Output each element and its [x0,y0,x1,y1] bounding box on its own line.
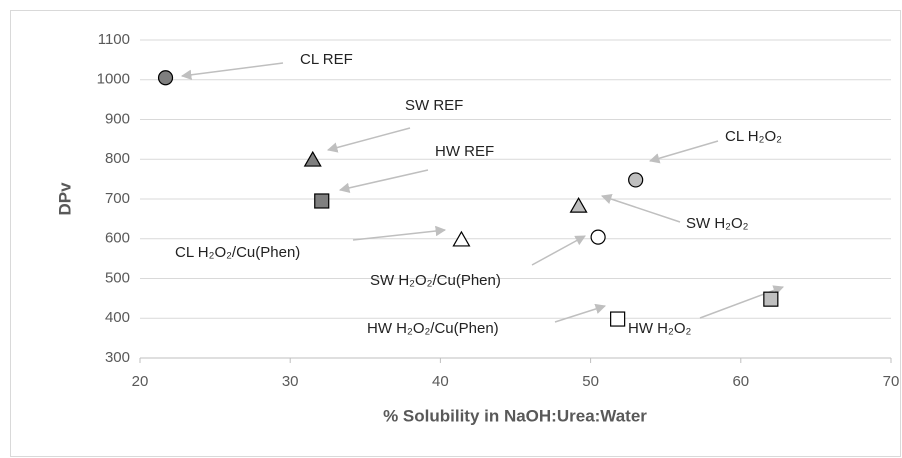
annotation: HW H₂O₂/Cu(Phen) [367,320,499,337]
x-tick-label: 30 [282,373,299,390]
y-tick-label: 700 [105,190,130,207]
y-tick-label: 900 [105,110,130,127]
annotation: SW H₂O₂ [686,215,749,232]
x-tick-label: 50 [582,373,599,390]
point [628,172,644,188]
annotation-arrow [531,235,586,266]
point [314,193,330,209]
annotation-arrow [554,303,607,323]
y-tick-label: 1100 [98,31,130,48]
annotation: HW H₂O₂ [628,320,691,337]
annotation: SW REF [405,97,463,114]
annotation-arrow [648,140,719,164]
y-tick-label: 600 [105,230,130,247]
point [763,291,779,307]
point [610,311,626,327]
x-tick-label: 20 [132,373,149,390]
annotation-arrow [180,62,284,81]
chart-border [10,10,901,457]
y-tick-label: 1000 [97,71,130,88]
annotation: CL H₂O₂ [725,128,782,145]
annotation: HW REF [435,143,494,160]
y-tick-label: 500 [105,269,130,286]
annotation-arrow [601,194,681,223]
annotation-arrow [338,169,429,194]
annotation: CL REF [300,51,353,68]
x-axis-title: % Solubility in NaOH:Urea:Water [383,406,647,425]
x-tick-label: 70 [883,373,900,390]
point [590,229,606,245]
point [452,230,471,247]
annotation-arrow [326,127,411,153]
y-tick-label: 400 [105,309,130,326]
y-axis-title: DPv [55,182,74,216]
y-tick-label: 800 [105,150,130,167]
annotation: CL H₂O₂/Cu(Phen) [175,244,300,261]
y-tick-label: 300 [105,349,130,366]
point [303,150,322,167]
annotation-arrow [352,225,447,241]
x-tick-label: 60 [732,373,749,390]
x-tick-label: 40 [432,373,449,390]
point [157,70,174,86]
point [569,196,588,213]
annotation: SW H₂O₂/Cu(Phen) [370,272,501,289]
